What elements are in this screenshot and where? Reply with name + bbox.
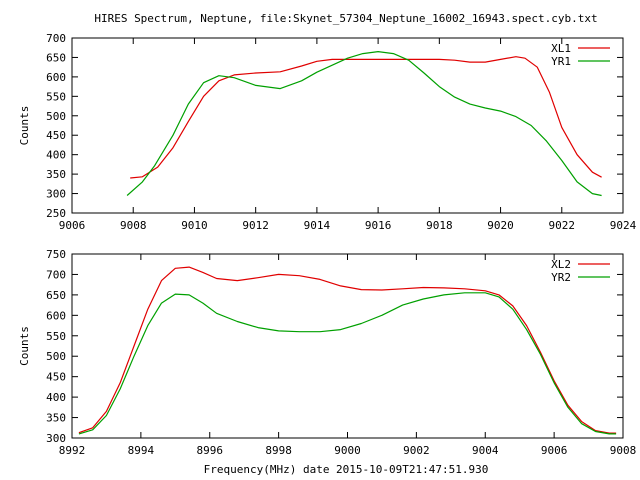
y-axis-label: Counts	[18, 326, 31, 366]
x-tick-label: 9008	[120, 219, 147, 232]
y-tick-label: 600	[46, 309, 66, 322]
chart-panel-bottom: 8992 8994 8996 8998 9000 9002 9004 9006 9008 300 3…	[18, 248, 636, 457]
y-tick-label: 250	[46, 207, 66, 220]
y-tick-label: 700	[46, 32, 66, 45]
x-tick-label: 9018	[426, 219, 453, 232]
y-tick-label: 750	[46, 248, 66, 261]
x-tick-label: 9024	[610, 219, 637, 232]
legend-label-yr2: YR2	[551, 271, 571, 284]
legend-label-xl1: XL1	[551, 42, 571, 55]
y-tick-label: 300	[46, 188, 66, 201]
x-tick-label: 8998	[265, 444, 292, 457]
y-tick-label: 600	[46, 71, 66, 84]
x-tick-label: 8996	[197, 444, 224, 457]
x-tick-label: 9006	[59, 219, 86, 232]
y-tick-label: 400	[46, 149, 66, 162]
x-tick-label: 9002	[403, 444, 430, 457]
chart-panel-top: 9006 9008 9010 9012 9014 9016 9018 9020 9022 9024…	[18, 32, 637, 232]
series-line-yr1	[126, 50, 602, 197]
x-tick-label: 9022	[549, 219, 576, 232]
series-line-yr2	[78, 292, 617, 435]
figure-title: HIRES Spectrum, Neptune, file:Skynet_573…	[94, 12, 597, 25]
x-tick-label: 8994	[128, 444, 155, 457]
x-tick-label: 9006	[541, 444, 568, 457]
series-line-xl1	[130, 56, 602, 179]
y-axis-label: Counts	[18, 106, 31, 146]
legend-label-yr1: YR1	[551, 55, 571, 68]
x-tick-label: 9020	[487, 219, 514, 232]
x-tick-label: 9010	[181, 219, 208, 232]
x-tick-label: 9000	[334, 444, 361, 457]
plot-frame	[71, 37, 624, 214]
x-tick-label: 9012	[242, 219, 269, 232]
x-tick-label: 9016	[365, 219, 392, 232]
y-tick-label: 650	[46, 289, 66, 302]
series-line-xl2	[78, 266, 617, 434]
y-tick-label: 700	[46, 268, 66, 281]
y-tick-label: 450	[46, 371, 66, 384]
y-tick-label: 650	[46, 51, 66, 64]
y-tick-label: 350	[46, 412, 66, 425]
x-tick-label: 9004	[472, 444, 499, 457]
x-axis-label: Frequency(MHz) date 2015-10-09T21:47:51.…	[204, 463, 489, 476]
x-tick-label: 8992	[59, 444, 86, 457]
y-tick-label: 450	[46, 129, 66, 142]
y-tick-label: 400	[46, 391, 66, 404]
y-tick-label: 500	[46, 110, 66, 123]
y-tick-label: 550	[46, 330, 66, 343]
y-tick-label: 550	[46, 90, 66, 103]
x-tick-label: 9014	[304, 219, 331, 232]
legend-label-xl2: XL2	[551, 258, 571, 271]
y-tick-label: 350	[46, 168, 66, 181]
y-tick-label: 500	[46, 350, 66, 363]
x-tick-label: 9008	[610, 444, 637, 457]
y-tick-label: 300	[46, 432, 66, 445]
